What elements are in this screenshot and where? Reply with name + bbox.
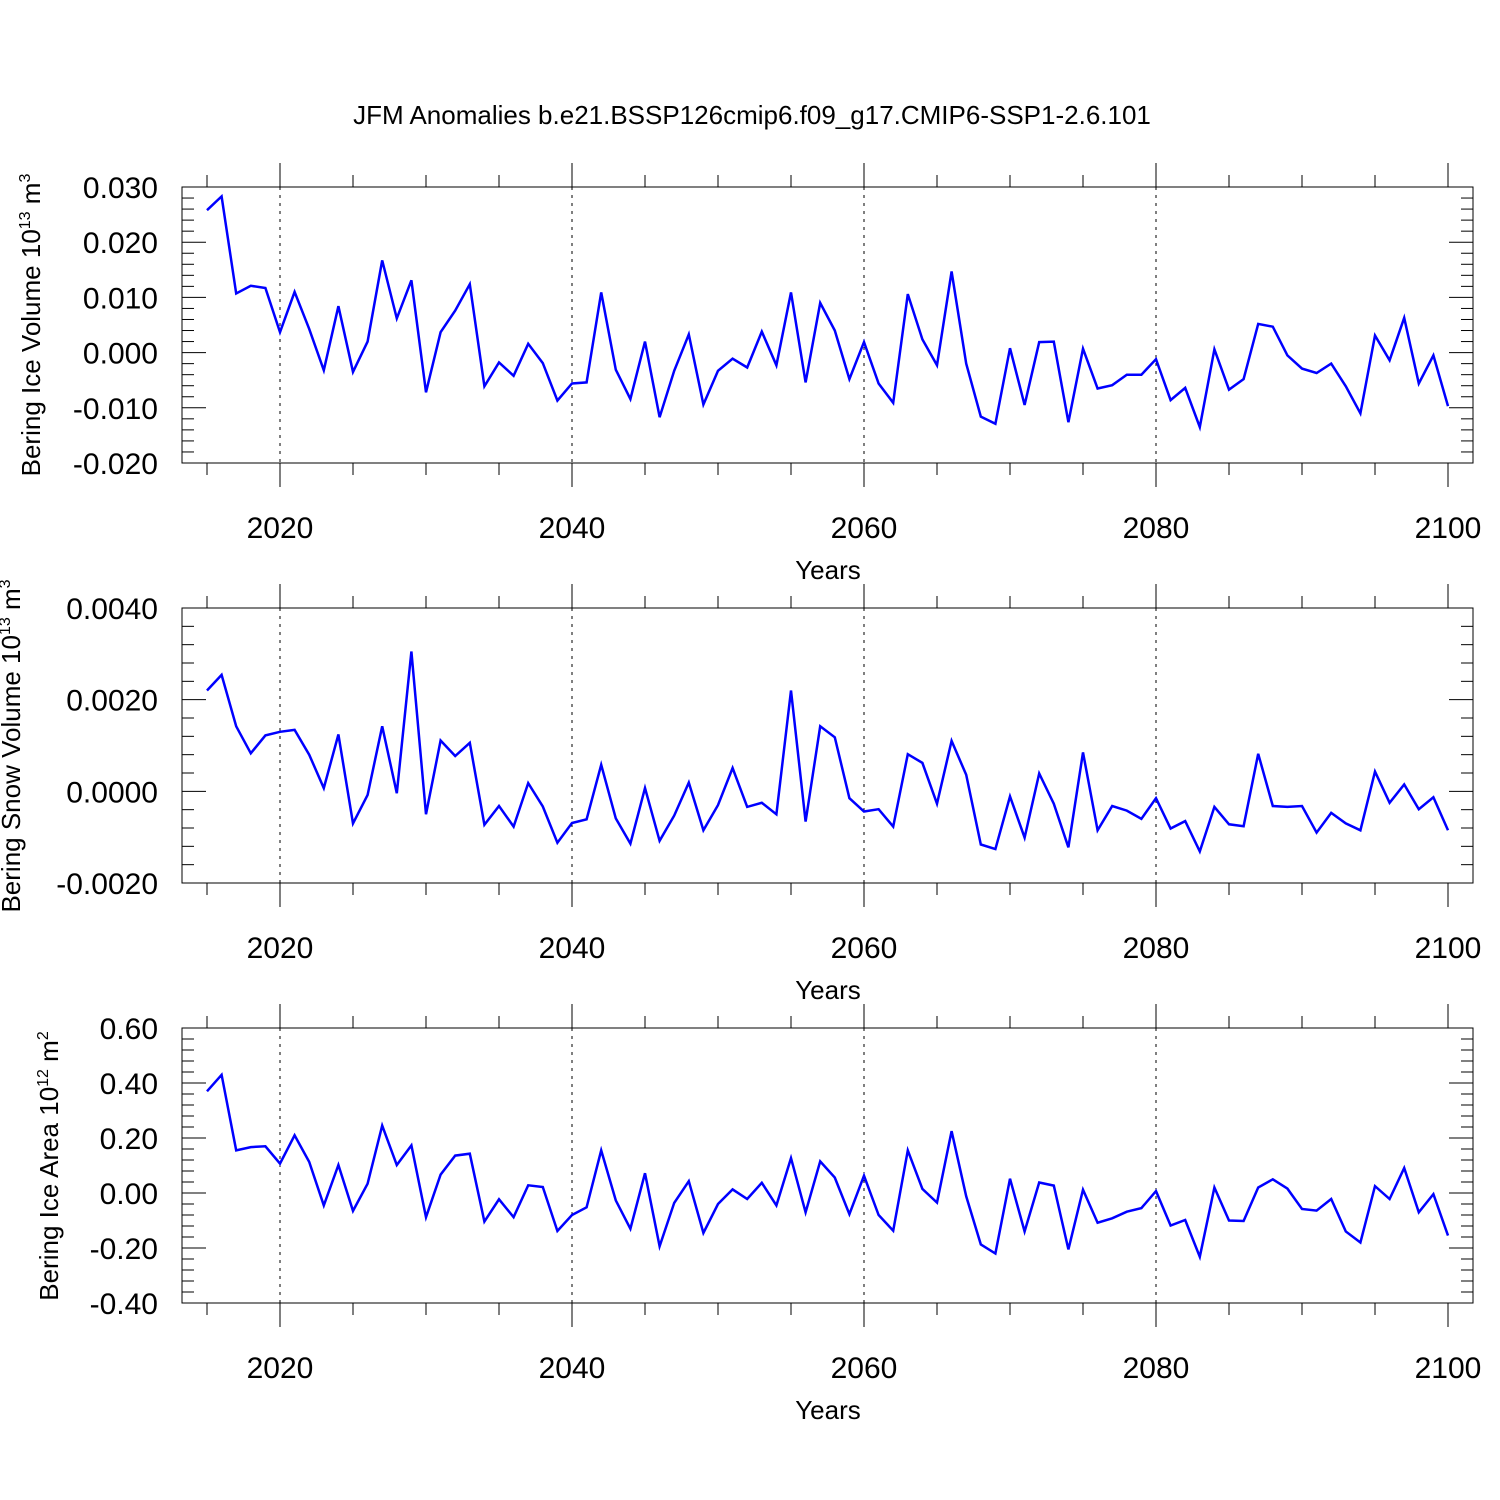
plot-frame (181, 607, 1474, 884)
x-tick-label: 2040 (539, 1352, 606, 1385)
y-axis-label: Bering Snow Volume 1013 m3 (0, 579, 26, 912)
x-axis-label: Years (795, 1395, 861, 1425)
x-tick-label: 2100 (1415, 512, 1482, 545)
x-tick-label: 2100 (1415, 1352, 1482, 1385)
x-tick-label: 2040 (539, 932, 606, 965)
figure-title: JFM Anomalies b.e21.BSSP126cmip6.f09_g17… (353, 100, 1151, 130)
x-tick-label: 2060 (831, 932, 898, 965)
y-tick-label: 0.020 (83, 227, 158, 260)
x-tick-label: 2100 (1415, 932, 1482, 965)
x-axis-label: Years (795, 975, 861, 1005)
y-tick-label: 0.00 (100, 1178, 158, 1211)
y-tick-label: 0.010 (83, 282, 158, 315)
plot-frame (181, 1027, 1474, 1304)
x-tick-label: 2040 (539, 512, 606, 545)
x-tick-label: 2080 (1123, 1352, 1190, 1385)
series-line (206, 1072, 1450, 1262)
y-tick-label: 0.40 (100, 1068, 158, 1101)
y-tick-label: -0.0020 (56, 868, 158, 901)
y-tick-label: 0.20 (100, 1123, 158, 1156)
y-axis-label: Bering Ice Volume 1013 m3 (16, 174, 46, 477)
series-line (206, 193, 1450, 432)
x-tick-label: 2020 (247, 1352, 314, 1385)
series-line (206, 651, 1450, 855)
x-tick-label: 2060 (831, 1352, 898, 1385)
plot-frame (181, 186, 1474, 464)
y-tick-label: -0.020 (73, 448, 158, 481)
x-tick-label: 2020 (247, 512, 314, 545)
panel-snow-volume: -0.0020 0.0000 0.0020 0.0040 2020 2040 2060 208… (0, 579, 1481, 1005)
y-tick-label: 0.0020 (66, 685, 158, 718)
y-tick-label: -0.40 (90, 1288, 158, 1321)
panel-ice-volume: -0.020 -0.010 0.000 0.010 0.020 0.030 2020 2040… (16, 163, 1481, 585)
y-tick-label: -0.010 (73, 393, 158, 426)
x-tick-label: 2080 (1123, 932, 1190, 965)
panel-ice-area: -0.40 -0.20 0.00 0.20 0.40 0.60 2020 2040 2060 20… (34, 1004, 1481, 1425)
x-axis-label: Years (795, 555, 861, 585)
y-tick-label: -0.20 (90, 1233, 158, 1266)
x-tick-label: 2020 (247, 932, 314, 965)
y-tick-label: 0.60 (100, 1013, 158, 1046)
y-tick-label: 0.000 (83, 338, 158, 371)
y-axis-label: Bering Ice Area 1012 m2 (34, 1031, 64, 1301)
y-tick-label: 0.0000 (66, 776, 158, 809)
x-tick-label: 2080 (1123, 512, 1190, 545)
y-tick-label: 0.030 (83, 172, 158, 205)
y-tick-label: 0.0040 (66, 593, 158, 626)
x-tick-label: 2060 (831, 512, 898, 545)
